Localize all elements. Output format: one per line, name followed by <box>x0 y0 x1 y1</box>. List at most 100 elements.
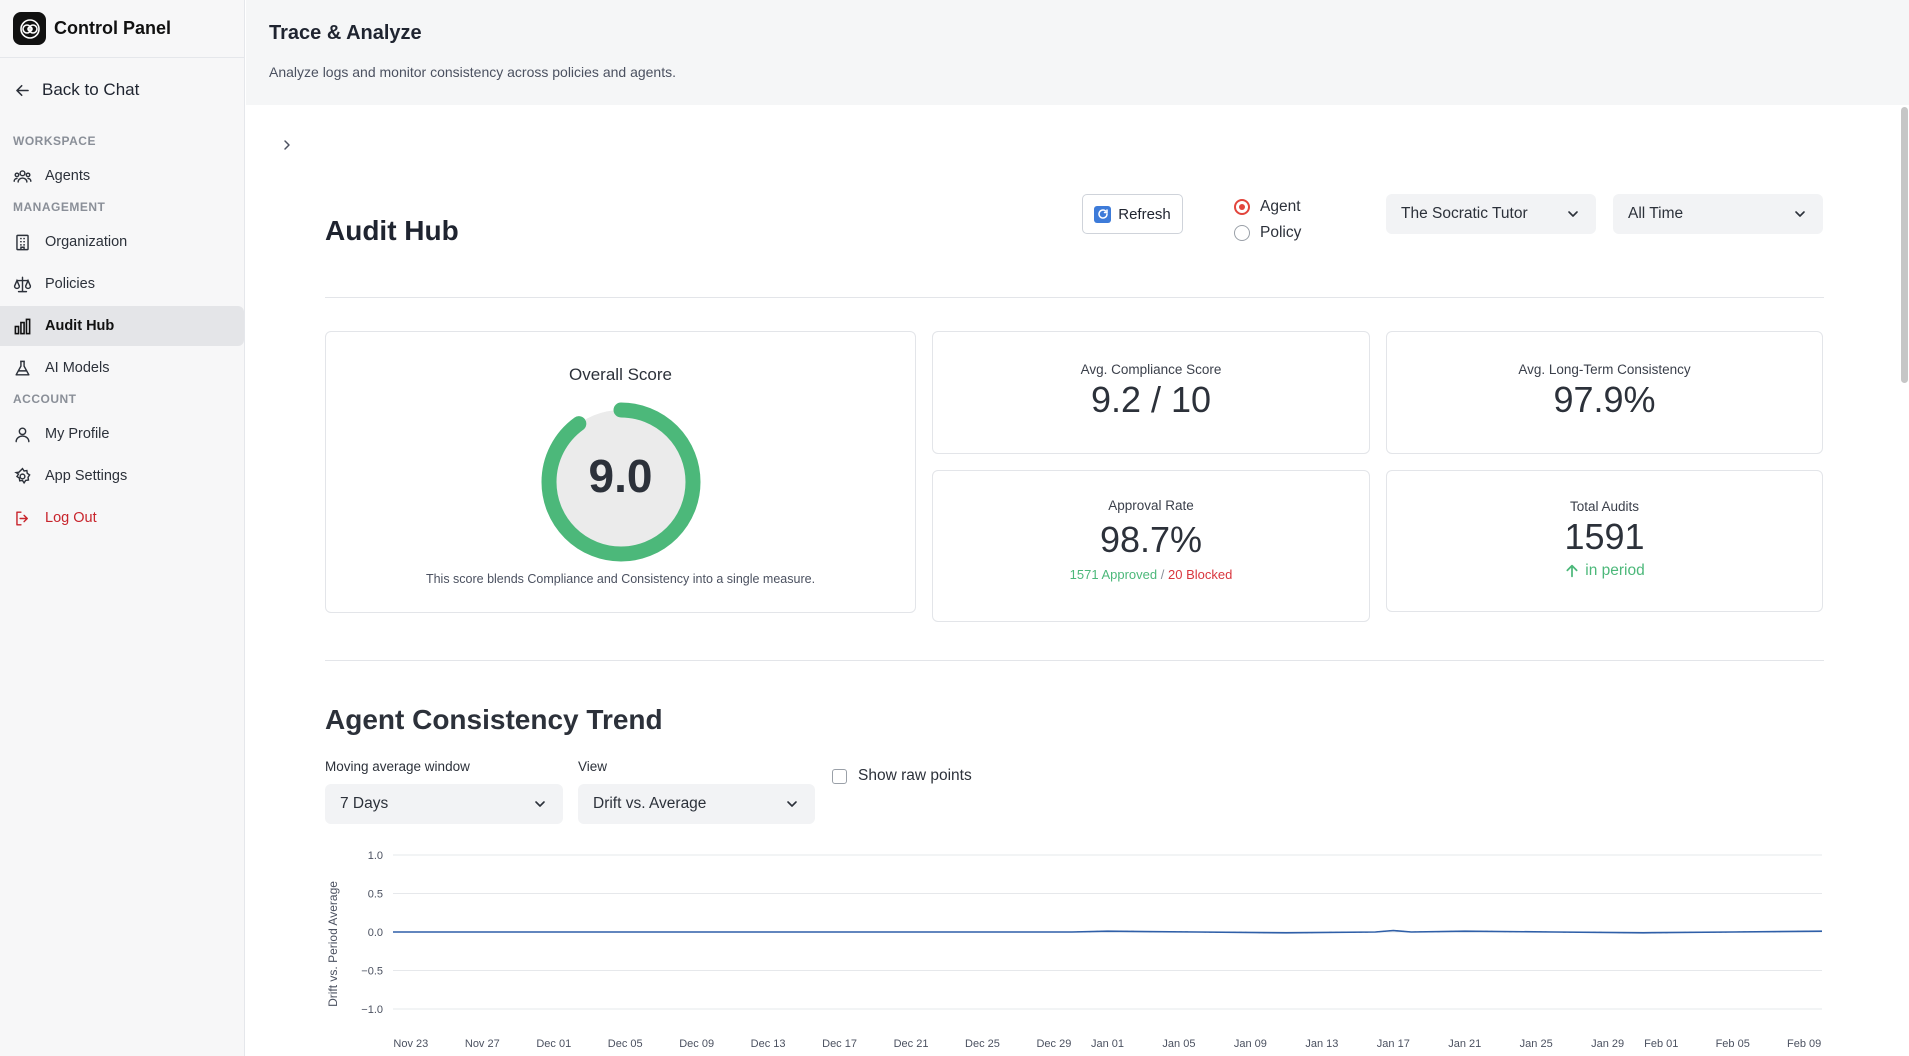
show-raw-points-label: Show raw points <box>858 767 972 784</box>
sidebar-item-agents[interactable]: Agents <box>0 156 244 196</box>
x-tick-label: Jan 01 <box>1091 1038 1124 1050</box>
radio-agent[interactable]: Agent <box>1234 198 1301 216</box>
x-tick-label: Jan 29 <box>1591 1038 1624 1050</box>
radio-policy[interactable]: Policy <box>1234 224 1301 242</box>
page-subtitle: Analyze logs and monitor consistency acr… <box>269 64 676 80</box>
flask-icon <box>15 360 30 376</box>
sidebar-item-my-profile[interactable]: My Profile <box>0 414 244 454</box>
x-tick-label: Dec 17 <box>822 1038 857 1050</box>
show-raw-points-toggle[interactable]: Show raw points <box>832 767 972 785</box>
x-tick-label: Dec 29 <box>1036 1038 1071 1050</box>
consistency-trend-chart: 1.0 0.5 0.0 −0.5 −1.0 Nov 23 Nov 27 Dec 01 Dec … <box>326 850 1823 1050</box>
scale-icon <box>13 276 32 292</box>
approval-breakdown: 1571 Approved / 20 Blocked <box>933 567 1369 582</box>
show-raw-points-checkbox[interactable] <box>832 768 847 784</box>
chevron-right-icon <box>284 140 290 150</box>
chevron-down-icon <box>1795 211 1805 217</box>
y-tick-label: −0.5 <box>361 966 383 978</box>
x-tick-label: Jan 05 <box>1162 1038 1195 1050</box>
radio-agent-label: Agent <box>1260 198 1301 215</box>
page-title: Trace & Analyze <box>269 22 422 44</box>
agent-select-value: The Socratic Tutor <box>1401 205 1528 222</box>
view-select[interactable]: Drift vs. Average <box>578 784 815 824</box>
sidebar-item-audit-hub[interactable]: Audit Hub <box>0 306 244 346</box>
total-audits-value: 1591 <box>1564 516 1645 557</box>
period-select[interactable]: All Time <box>1613 194 1823 234</box>
overall-score-card: Overall Score 9.0 This score blends Comp… <box>325 331 916 613</box>
x-tick-label: Feb 09 <box>1787 1038 1821 1050</box>
bar-chart-icon <box>14 318 31 334</box>
sidebar-item-app-settings[interactable]: App Settings <box>0 456 244 496</box>
chart-series <box>393 929 1823 934</box>
arrow-left-icon <box>16 84 29 96</box>
user-icon <box>15 426 30 442</box>
chevron-down-icon <box>1568 211 1578 217</box>
x-tick-label: Feb 05 <box>1716 1038 1750 1050</box>
chart-x-ticks: Nov 23 Nov 27 Dec 01 Dec 05 Dec 09 Dec 13 Dec … <box>393 1038 1821 1050</box>
approval-separator: / <box>1160 567 1165 582</box>
x-tick-label: Jan 13 <box>1305 1038 1338 1050</box>
sidebar-item-label: App Settings <box>45 468 128 484</box>
view-label: View <box>578 759 608 774</box>
refresh-button[interactable]: Refresh <box>1082 194 1183 234</box>
refresh-icon <box>1094 205 1112 223</box>
arrow-up-icon <box>1566 564 1578 578</box>
brand-title: Control Panel <box>54 18 172 38</box>
building-icon <box>16 234 29 250</box>
x-tick-label: Dec 09 <box>679 1038 714 1050</box>
period-select-value: All Time <box>1628 205 1684 222</box>
gear-icon <box>14 466 31 484</box>
chevron-down-icon <box>535 801 545 807</box>
y-tick-label: 0.0 <box>368 927 383 939</box>
x-tick-label: Nov 27 <box>465 1038 500 1050</box>
sidebar-item-ai-models[interactable]: AI Models <box>0 348 244 388</box>
sidebar: Control Panel Back to Chat WORKSPACE Age… <box>0 0 245 1056</box>
overall-score-label: Overall Score <box>569 365 672 384</box>
overall-score-note: This score blends Compliance and Consist… <box>425 572 816 586</box>
scrollbar-thumb[interactable] <box>1901 107 1908 383</box>
x-tick-label: Dec 01 <box>536 1038 571 1050</box>
compliance-value: 9.2 / 10 <box>1090 379 1212 420</box>
section-workspace: WORKSPACE <box>13 134 96 148</box>
total-audits-card: Total Audits 1591 in period <box>1386 470 1823 612</box>
section-management: MANAGEMENT <box>13 200 106 214</box>
y-tick-label: 1.0 <box>368 850 383 862</box>
sidebar-item-organization[interactable]: Organization <box>0 222 244 262</box>
sidebar-item-policies[interactable]: Policies <box>0 264 244 304</box>
sidebar-item-label: My Profile <box>45 426 110 442</box>
main-scrollbar[interactable] <box>1899 105 1909 1056</box>
expand-panel-button[interactable] <box>279 137 295 158</box>
x-tick-label: Jan 09 <box>1234 1038 1267 1050</box>
trend-title: Agent Consistency Trend <box>325 704 663 735</box>
overall-score-value: 9.0 <box>588 450 653 502</box>
logout-icon <box>16 510 28 526</box>
chart-y-ticks: 1.0 0.5 0.0 −0.5 −1.0 <box>361 850 383 1016</box>
refresh-label: Refresh <box>1118 205 1171 223</box>
x-tick-label: Dec 05 <box>608 1038 643 1050</box>
sidebar-item-label: AI Models <box>45 360 110 376</box>
x-tick-label: Jan 21 <box>1448 1038 1481 1050</box>
y-tick-label: −1.0 <box>361 1004 383 1016</box>
gauge-progress-arc <box>541 402 701 562</box>
x-tick-label: Jan 17 <box>1377 1038 1410 1050</box>
sidebar-item-label: Agents <box>45 168 91 184</box>
moving-average-select[interactable]: 7 Days <box>325 784 563 824</box>
gauge-background <box>549 410 693 554</box>
blocked-count: 20 Blocked <box>1168 567 1233 582</box>
divider <box>325 660 1824 661</box>
back-to-chat-link[interactable]: Back to Chat <box>13 80 139 100</box>
y-tick-label: 0.5 <box>368 889 383 901</box>
radio-agent-indicator[interactable] <box>1234 199 1250 215</box>
sidebar-item-label: Organization <box>45 234 128 250</box>
users-icon <box>13 169 32 183</box>
sidebar-item-log-out[interactable]: Log Out <box>0 498 244 538</box>
approval-label: Approval Rate <box>1108 498 1194 513</box>
divider <box>325 297 1824 298</box>
agent-select[interactable]: The Socratic Tutor <box>1386 194 1596 234</box>
x-tick-label: Dec 13 <box>751 1038 786 1050</box>
x-tick-label: Dec 21 <box>894 1038 929 1050</box>
radio-policy-indicator[interactable] <box>1234 225 1250 241</box>
chart-y-axis-label: Drift vs. Period Average <box>326 881 340 1007</box>
total-audits-trend: in period <box>1387 562 1822 580</box>
brand-logo-icon <box>13 12 46 45</box>
